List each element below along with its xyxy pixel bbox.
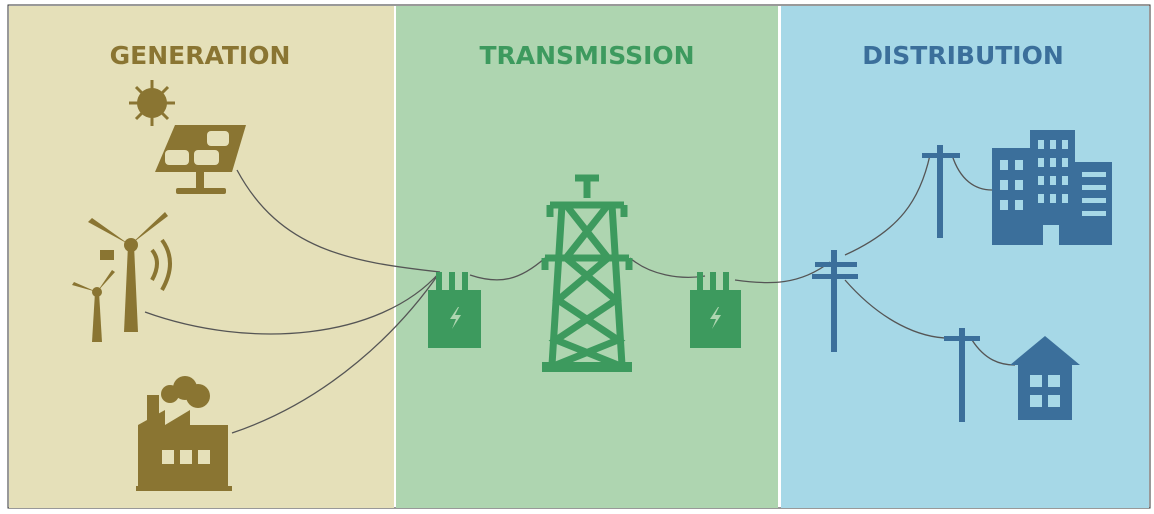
section-title: DISTRIBUTION xyxy=(862,41,1064,70)
section-title: TRANSMISSION xyxy=(479,41,694,70)
tower xyxy=(541,174,633,369)
distribution-panel xyxy=(781,6,1149,508)
transformer xyxy=(690,272,741,348)
distribution-icons xyxy=(812,130,1112,422)
generation-panel xyxy=(9,6,394,508)
wires xyxy=(144,154,1016,434)
generation-icons xyxy=(72,80,246,491)
transformer xyxy=(428,272,481,348)
section-title: GENERATION xyxy=(110,41,291,70)
transmission-icons xyxy=(428,174,741,372)
